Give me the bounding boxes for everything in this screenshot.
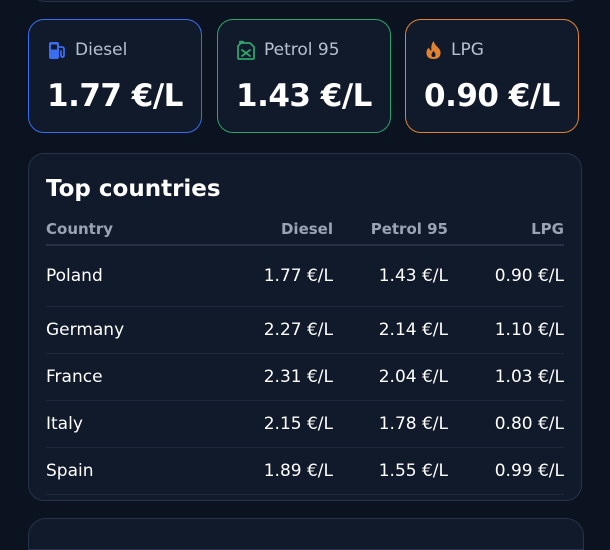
petrol-95-price-card[interactable]: Petrol 95 1.43 €/L bbox=[217, 19, 391, 133]
country-cell: Spain bbox=[46, 447, 196, 495]
table-row: Italy 2.15 €/L 1.78 €/L 0.80 €/L bbox=[46, 400, 564, 448]
lpg-price-card[interactable]: LPG 0.90 €/L bbox=[405, 19, 579, 133]
petrol-95-price: 1.43 €/L bbox=[236, 78, 372, 114]
diesel-price-cell: 2.27 €/L bbox=[196, 306, 333, 354]
lpg-price: 0.90 €/L bbox=[424, 78, 560, 114]
previous-card-edge bbox=[28, 0, 584, 2]
top-countries-table: Country Diesel Petrol 95 LPG Poland 1.77… bbox=[46, 214, 564, 495]
lpg-price-cell: 1.10 €/L bbox=[448, 306, 564, 354]
diesel-price-cell: 2.15 €/L bbox=[196, 400, 333, 448]
table-header-row: Country Diesel Petrol 95 LPG bbox=[46, 214, 564, 246]
table-row: Poland 1.77 €/L 1.43 €/L 0.90 €/L bbox=[46, 245, 564, 307]
country-cell: France bbox=[46, 353, 196, 401]
top-countries-title: Top countries bbox=[46, 176, 221, 202]
petrol-95-price-cell: 1.43 €/L bbox=[333, 245, 448, 307]
diesel-price-cell: 2.31 €/L bbox=[196, 353, 333, 401]
petrol-95-price-cell: 1.78 €/L bbox=[333, 400, 448, 448]
lpg-label: LPG bbox=[451, 40, 484, 60]
column-header-petrol-95: Petrol 95 bbox=[333, 214, 448, 246]
petrol-95-price-cell: 2.14 €/L bbox=[333, 306, 448, 354]
lpg-price-cell: 0.90 €/L bbox=[448, 245, 564, 307]
diesel-price-cell: 1.89 €/L bbox=[196, 447, 333, 495]
diesel-price-cell: 1.77 €/L bbox=[196, 245, 333, 307]
lpg-price-cell: 0.99 €/L bbox=[448, 447, 564, 495]
table-row: Spain 1.89 €/L 1.55 €/L 0.99 €/L bbox=[46, 447, 564, 495]
diesel-card-header: Diesel bbox=[48, 40, 127, 60]
lpg-card-header: LPG bbox=[425, 40, 484, 60]
next-card-edge bbox=[28, 518, 584, 550]
lpg-price-cell: 0.80 €/L bbox=[448, 400, 564, 448]
diesel-label: Diesel bbox=[75, 40, 128, 60]
top-countries-panel: Top countries Country Diesel Petrol 95 L… bbox=[28, 153, 582, 501]
petrol-95-price-cell: 2.04 €/L bbox=[333, 353, 448, 401]
diesel-price-card[interactable]: Diesel 1.77 €/L bbox=[28, 19, 202, 133]
country-cell: Poland bbox=[46, 245, 196, 307]
lpg-price-cell: 1.03 €/L bbox=[448, 353, 564, 401]
country-cell: Italy bbox=[46, 400, 196, 448]
column-header-country: Country bbox=[46, 214, 196, 246]
table-row: France 2.31 €/L 2.04 €/L 1.03 €/L bbox=[46, 353, 564, 401]
country-cell: Germany bbox=[46, 306, 196, 354]
diesel-price: 1.77 €/L bbox=[47, 78, 183, 114]
column-header-lpg: LPG bbox=[448, 214, 564, 246]
jerrycan-icon bbox=[237, 40, 255, 60]
table-row: Germany 2.27 €/L 2.14 €/L 1.10 €/L bbox=[46, 306, 564, 354]
petrol-95-label: Petrol 95 bbox=[264, 40, 340, 60]
petrol-95-price-cell: 1.55 €/L bbox=[333, 447, 448, 495]
column-header-diesel: Diesel bbox=[196, 214, 333, 246]
fuel-price-cards: Diesel 1.77 €/L Petrol 95 1.43 €/L bbox=[28, 19, 582, 135]
petrol-95-card-header: Petrol 95 bbox=[237, 40, 340, 60]
flame-icon bbox=[425, 40, 442, 60]
fuel-pump-icon bbox=[48, 41, 66, 60]
